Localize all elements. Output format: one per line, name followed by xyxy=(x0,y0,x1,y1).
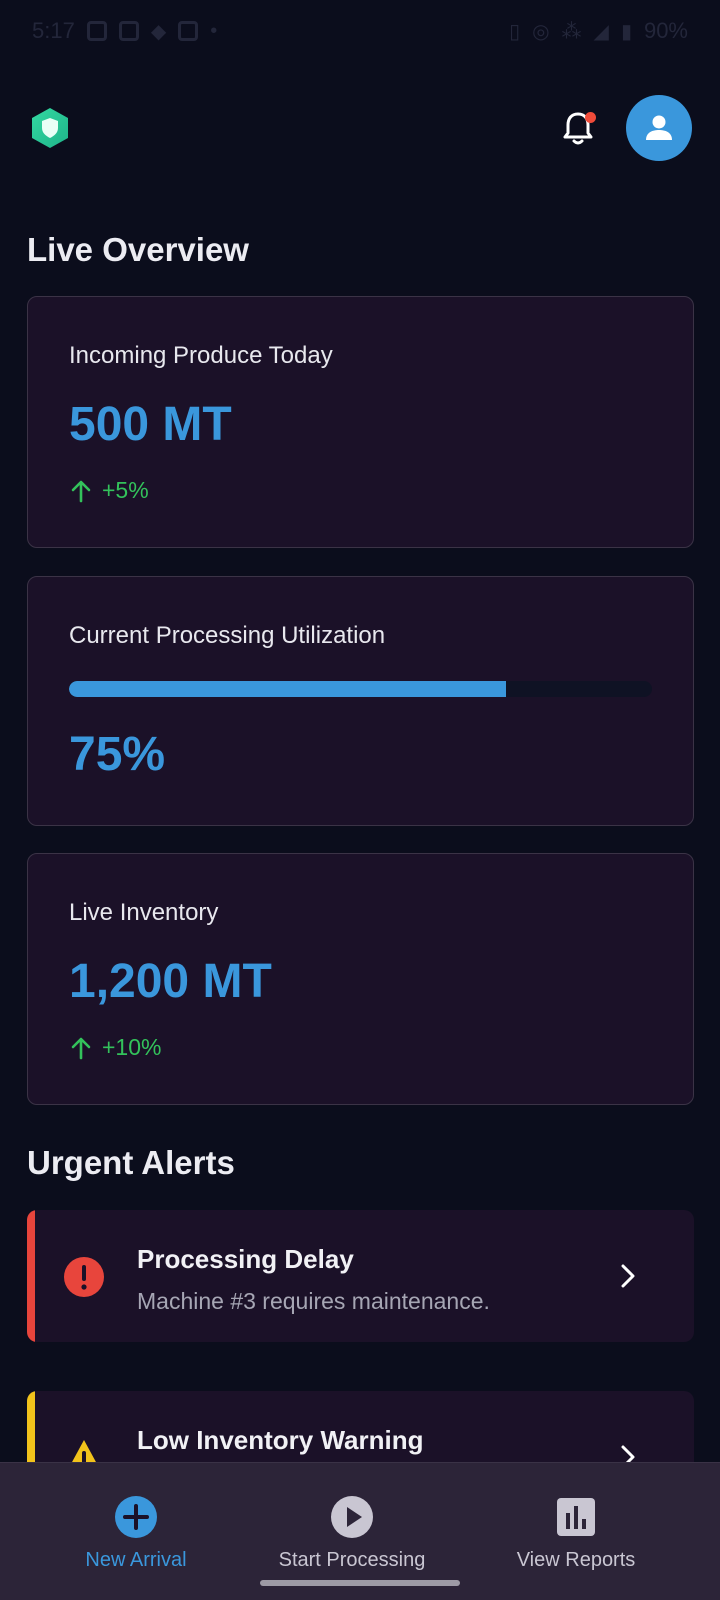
wifi-icon: ⁂ xyxy=(561,20,582,43)
alert-title: Processing Delay xyxy=(137,1244,354,1274)
status-bar-right: ▯ ◎ ⁂ ◢ ▮ 90% xyxy=(509,18,688,44)
maps-icon: ◆ xyxy=(150,20,167,43)
arrow-up-icon xyxy=(71,480,91,502)
nav-view-reports[interactable]: View Reports xyxy=(466,1463,686,1600)
incoming-delta: +5% xyxy=(70,477,149,504)
utilization-label: Current Processing Utilization xyxy=(69,622,386,649)
utilization-progress-fill xyxy=(69,681,507,697)
inventory-value: 1,200 MT xyxy=(69,955,272,1008)
status-bar: 5:17 ◆ • ▯ ◎ ⁂ ◢ ▮ 90% xyxy=(0,0,720,62)
profile-avatar-button[interactable] xyxy=(626,95,692,161)
dot-icon: • xyxy=(210,19,218,42)
battery-percent: 90% xyxy=(643,18,688,43)
bell-icon xyxy=(563,112,593,145)
notifications-button[interactable] xyxy=(560,108,596,148)
shield-hexagon-logo-icon[interactable] xyxy=(28,106,72,150)
overview-title: Live Overview xyxy=(27,231,249,268)
arrow-up-icon xyxy=(71,1037,91,1059)
alert-severity-bar xyxy=(27,1210,35,1342)
error-icon xyxy=(64,1257,104,1297)
nav-start-processing[interactable]: Start Processing xyxy=(242,1463,462,1600)
incoming-produce-card[interactable]: Incoming Produce Today 500 MT +5% xyxy=(27,296,694,548)
battery-icon: ▮ xyxy=(620,20,632,43)
chevron-right-icon xyxy=(621,1264,635,1288)
status-bar-left: 5:17 ◆ • xyxy=(32,18,217,44)
hotspot-icon: ◎ xyxy=(532,20,550,43)
status-time: 5:17 xyxy=(32,18,75,43)
app-bar-actions xyxy=(560,95,692,161)
utilization-value: 75% xyxy=(69,728,166,781)
utilization-card[interactable]: Current Processing Utilization 75% xyxy=(27,576,694,826)
incoming-delta-value: +5% xyxy=(102,477,149,503)
inventory-label: Live Inventory xyxy=(69,899,219,926)
signal-icon: ◢ xyxy=(593,20,609,43)
inventory-delta: +10% xyxy=(70,1034,161,1061)
instagram-icon xyxy=(86,21,107,41)
alert-description: Machine #3 requires maintenance. xyxy=(137,1288,490,1314)
nav-label: View Reports xyxy=(516,1549,636,1571)
bottom-navigation: New Arrival Start Processing View Report… xyxy=(0,1462,720,1600)
app-icon xyxy=(118,21,139,41)
notification-badge xyxy=(585,112,596,123)
utilization-progress-bar xyxy=(69,681,652,697)
home-indicator[interactable] xyxy=(260,1580,460,1586)
user-icon xyxy=(646,115,672,140)
nav-new-arrival[interactable]: New Arrival xyxy=(26,1463,246,1600)
vibrate-icon: ▯ xyxy=(509,20,521,43)
inventory-delta-value: +10% xyxy=(102,1034,162,1060)
live-inventory-card[interactable]: Live Inventory 1,200 MT +10% xyxy=(27,853,694,1105)
app-bar xyxy=(28,94,692,162)
alerts-title: Urgent Alerts xyxy=(27,1144,235,1181)
play-circle-icon xyxy=(331,1496,373,1538)
message-icon xyxy=(178,21,199,41)
alert-processing-delay[interactable]: Processing Delay Machine #3 requires mai… xyxy=(27,1210,694,1342)
nav-label: Start Processing xyxy=(278,1549,426,1571)
alert-title: Low Inventory Warning xyxy=(137,1425,424,1455)
alert-severity-bar xyxy=(27,1391,35,1523)
add-circle-icon xyxy=(115,1496,157,1538)
incoming-value: 500 MT xyxy=(69,398,232,451)
nav-label: New Arrival xyxy=(85,1549,187,1571)
bar-chart-icon xyxy=(557,1498,595,1536)
incoming-label: Incoming Produce Today xyxy=(69,342,333,369)
